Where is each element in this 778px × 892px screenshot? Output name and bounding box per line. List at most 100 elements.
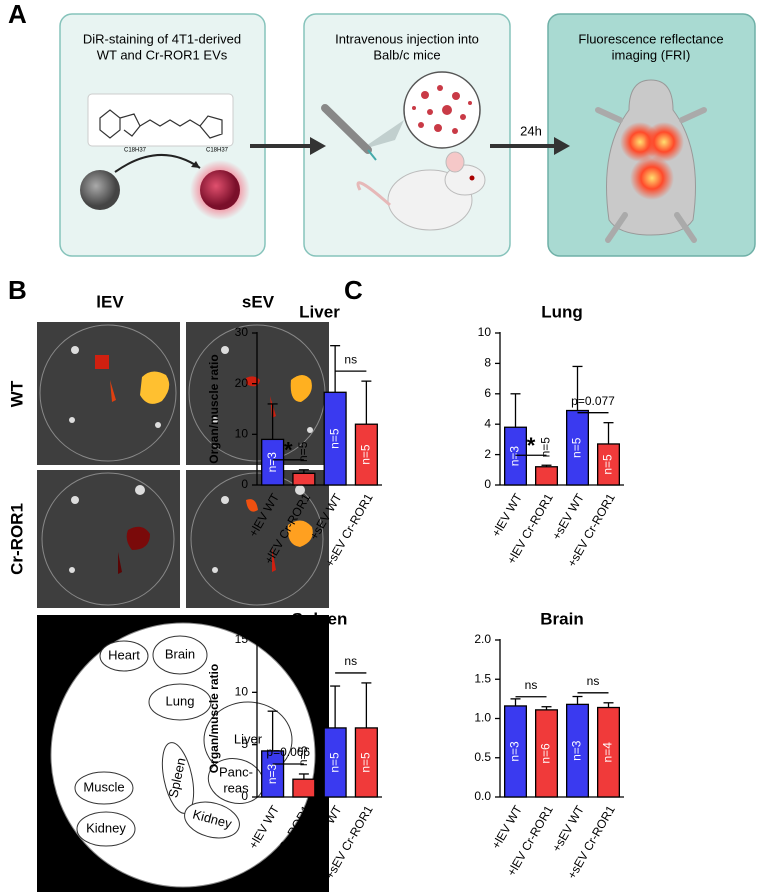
panel-label: A <box>8 0 27 29</box>
y-tick-label: 1.0 <box>474 711 491 725</box>
organ-label: Panc- <box>219 764 253 779</box>
comparison-label: * <box>527 433 536 458</box>
y-axis-label: Organ/muscle ratio <box>207 354 221 463</box>
chart-title: Lung <box>541 302 583 321</box>
organ-label: Heart <box>108 647 140 662</box>
n-label: n=4 <box>601 742 615 763</box>
step-text: imaging (FRI) <box>612 47 691 62</box>
y-tick-label: 20 <box>235 376 249 390</box>
bar <box>323 727 347 798</box>
step-text: Balb/c mice <box>373 47 440 62</box>
bar <box>261 438 285 486</box>
n-label: n=3 <box>508 446 522 467</box>
n-label: n=3 <box>570 740 584 761</box>
column-label: lEV <box>96 292 124 311</box>
n-label: n=5 <box>359 444 373 465</box>
row-label: WT <box>7 380 26 407</box>
organ-label: Lung <box>166 693 195 708</box>
n-label: n=3 <box>265 452 279 473</box>
organ-label: Muscle <box>83 779 124 794</box>
organ-label: Kidney <box>86 820 126 835</box>
y-tick-label: 1.5 <box>474 671 491 685</box>
y-tick-label: 4 <box>484 416 491 430</box>
y-tick-label: 8 <box>484 356 491 370</box>
row-label: Cr-ROR1 <box>7 503 26 575</box>
n-label: n=5 <box>601 454 615 475</box>
n-label: n=3 <box>508 741 522 762</box>
ev-unstained <box>80 170 120 210</box>
comparison-label: ns <box>344 654 357 668</box>
bar <box>535 709 559 798</box>
n-label: n=5 <box>296 745 310 766</box>
comparison-label: p=0.077 <box>571 394 615 408</box>
bar <box>354 727 378 798</box>
y-tick-label: 0 <box>241 477 248 491</box>
y-tick-label: 15 <box>235 632 249 646</box>
arrow-head <box>191 161 200 168</box>
dye-label: C18H37 <box>206 148 229 154</box>
y-tick-label: 10 <box>235 427 249 441</box>
n-label: n=5 <box>570 437 584 458</box>
y-tick-label: 0.0 <box>474 789 491 803</box>
arrow-label: 24h <box>520 123 542 138</box>
n-label: n=3 <box>265 763 279 784</box>
bar <box>566 703 590 798</box>
ev-stained <box>200 170 240 210</box>
arrow <box>114 154 201 173</box>
bar <box>566 409 590 486</box>
y-axis-label: Organ/muscle ratio <box>207 664 221 773</box>
n-label: n=5 <box>327 752 341 773</box>
y-tick-label: 30 <box>235 325 249 339</box>
bar <box>292 472 316 486</box>
y-tick-label: 0 <box>241 789 248 803</box>
dye-label: C18H37 <box>124 148 147 154</box>
bar <box>503 426 527 486</box>
y-tick-label: 10 <box>478 325 492 339</box>
step-text: WT and Cr-ROR1 EVs <box>97 47 228 62</box>
step-text: Fluorescence reflectance <box>578 31 723 46</box>
mouse-tail <box>356 181 391 207</box>
column-label: sEV <box>242 292 275 311</box>
n-label: n=5 <box>327 428 341 449</box>
n-label: n=5 <box>359 752 373 773</box>
zoom-cone <box>360 120 404 150</box>
bar <box>354 423 378 486</box>
comparison-label: p=0.066 <box>266 745 310 759</box>
chart-title: Spleen <box>292 609 348 628</box>
bar <box>597 706 621 798</box>
panel-label: C <box>344 275 363 305</box>
organ-label: Liver <box>234 731 263 746</box>
n-label: n=5 <box>539 437 553 458</box>
bar <box>535 466 559 486</box>
organ-signal <box>630 156 674 200</box>
mouse-limbs <box>595 107 707 243</box>
y-tick-label: 6 <box>484 386 491 400</box>
mouse-eye <box>469 175 475 181</box>
step-text: DiR-staining of 4T1-derived <box>83 31 241 46</box>
syringe <box>321 104 372 154</box>
y-tick-label: 0.5 <box>474 750 491 764</box>
bar <box>597 443 621 486</box>
mouse-ear <box>445 151 465 173</box>
step-text: Intravenous injection into <box>335 31 479 46</box>
organ-label: reas <box>223 780 249 795</box>
comparison-label: * <box>284 438 293 463</box>
dye-structure <box>87 93 234 147</box>
y-tick-label: 0 <box>484 477 491 491</box>
organ-label: Brain <box>165 646 195 661</box>
chart-title: Brain <box>540 609 583 628</box>
comparison-label: ns <box>587 674 600 688</box>
fri-images <box>37 322 329 608</box>
comparison-label: ns <box>525 678 538 692</box>
dye-bonds <box>99 109 223 139</box>
arrow-head <box>310 137 326 155</box>
y-tick-label: 10 <box>235 685 249 699</box>
blood-dots <box>412 85 472 134</box>
bar <box>503 705 527 798</box>
arrow-head <box>554 137 570 155</box>
bar <box>261 750 285 798</box>
organ-signal <box>644 122 684 162</box>
chart-title: Liver <box>299 302 340 321</box>
y-tick-label: 2 <box>484 447 491 461</box>
